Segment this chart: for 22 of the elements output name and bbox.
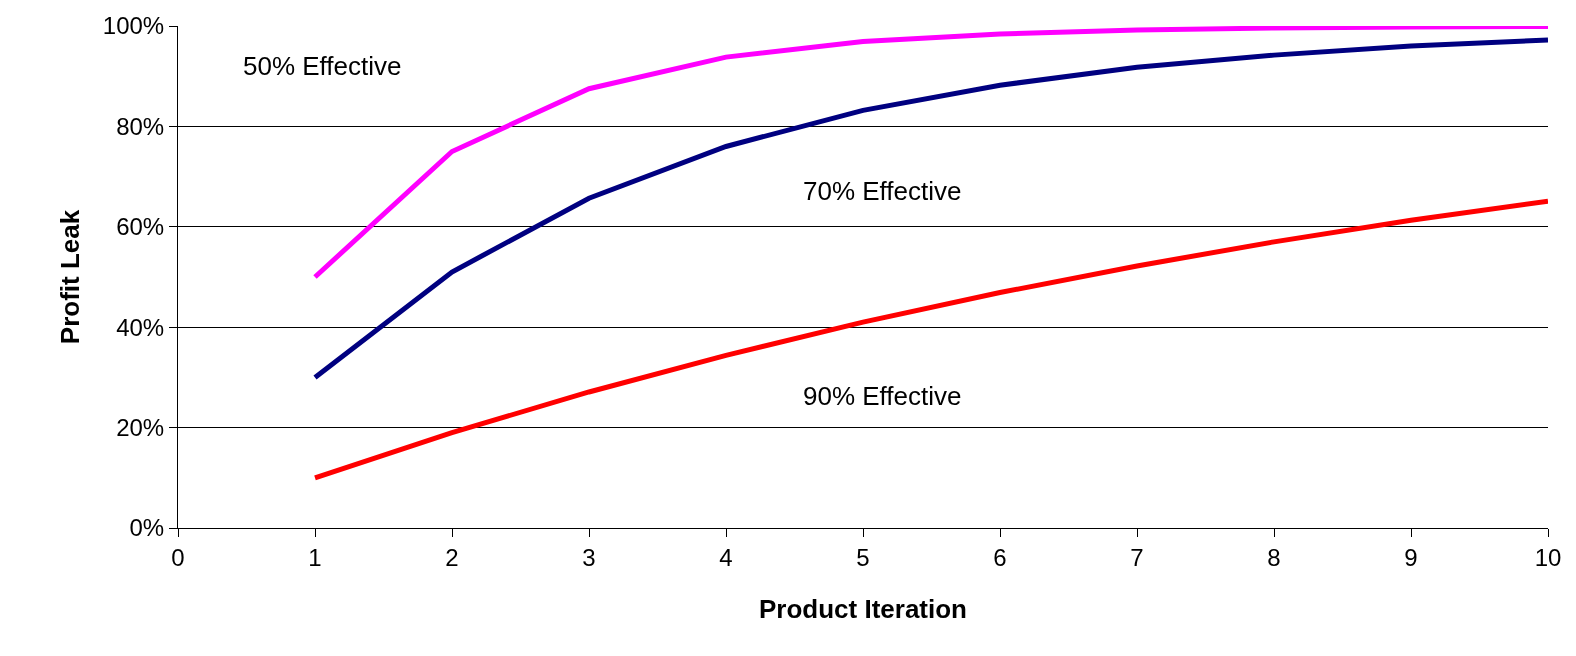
y-tick-label: 20% xyxy=(116,414,165,441)
x-tick-label: 6 xyxy=(993,543,1007,571)
x-axis-title: Product Iteration xyxy=(758,594,968,625)
x-tick-label: 10 xyxy=(1534,543,1562,571)
y-tick-label: 40% xyxy=(116,313,165,341)
y-tick-label: 80% xyxy=(116,112,165,140)
x-tick-label: 9 xyxy=(1404,543,1418,571)
x-tick-label: 5 xyxy=(856,543,870,571)
y-tick-label: 60% xyxy=(116,213,165,241)
annotation: 90% Effective xyxy=(803,381,962,411)
x-tick-label: 0 xyxy=(171,543,185,571)
x-tick-label: 3 xyxy=(582,543,596,571)
annotation: 70% Effective xyxy=(803,176,962,206)
y-tick-label: 100% xyxy=(102,12,165,40)
x-tick-label: 4 xyxy=(719,543,733,571)
x-tick-label: 8 xyxy=(1267,543,1281,571)
y-tick-label: 0% xyxy=(129,514,165,542)
annotation: 50% Effective xyxy=(243,51,402,81)
x-tick-label: 7 xyxy=(1130,543,1144,571)
x-tick-label: 1 xyxy=(308,543,322,571)
x-tick-label: 2 xyxy=(445,543,459,571)
y-axis-title: Profit Leak xyxy=(55,209,86,345)
